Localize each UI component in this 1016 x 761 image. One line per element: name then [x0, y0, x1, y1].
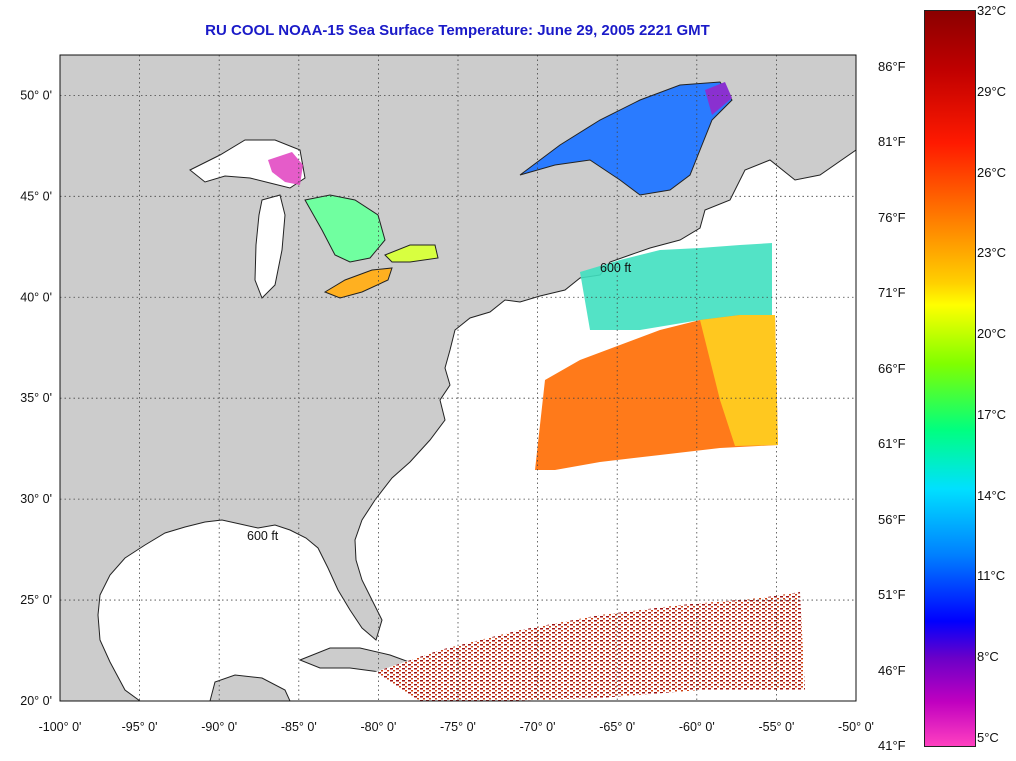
fahrenheit-label: 86°F — [878, 59, 906, 74]
contour-label: 600 ft — [600, 261, 632, 275]
fahrenheit-label: 71°F — [878, 285, 906, 301]
celsius-label: 11°C — [977, 568, 1006, 584]
longitude-tick-label: -95° 0' — [122, 720, 158, 734]
longitude-axis: -100° 0' -95° 0' -90° 0' -85° 0' -80° 0' -75°… — [39, 720, 874, 734]
longitude-tick-label: -50° 0' — [838, 720, 874, 734]
celsius-label: 5°C — [977, 730, 999, 745]
longitude-tick-label: -80° 0' — [360, 720, 396, 734]
celsius-label: 20°C — [977, 326, 1007, 342]
latitude-tick-label: 20° 0' — [20, 694, 52, 708]
sst-swath-south — [375, 592, 805, 701]
celsius-label: 23°C — [977, 245, 1007, 261]
sst-swath-yellow — [700, 315, 778, 446]
lake-huron — [304, 194, 386, 263]
longitude-tick-label: -100° 0' — [39, 720, 82, 734]
longitude-tick-label: -75° 0' — [440, 720, 476, 734]
temperature-colorbar — [924, 10, 976, 747]
celsius-label: 8°C — [977, 649, 999, 665]
fahrenheit-label: 61°F — [878, 436, 906, 452]
lake-ontario — [384, 244, 439, 263]
latitude-tick-label: 40° 0' — [20, 290, 52, 304]
celsius-label: 17°C — [977, 406, 1007, 422]
fahrenheit-label: 46°F — [878, 662, 906, 678]
longitude-tick-label: -55° 0' — [758, 720, 794, 734]
fahrenheit-label: 76°F — [878, 209, 906, 225]
yucatan — [209, 674, 291, 701]
sst-swath-north — [580, 243, 772, 330]
fahrenheit-label: 41°F — [878, 738, 906, 753]
celsius-label: 26°C — [977, 164, 1007, 180]
celsius-label: 32°C — [977, 3, 1007, 18]
fahrenheit-label: 66°F — [878, 360, 906, 376]
lake-michigan — [254, 194, 286, 299]
lake-superior-sst — [268, 152, 303, 185]
gulf-st-lawrence — [519, 81, 733, 196]
fahrenheit-label: 81°F — [878, 134, 906, 150]
longitude-tick-label: -65° 0' — [599, 720, 635, 734]
latitude-tick-label: 30° 0' — [20, 492, 52, 506]
fahrenheit-label: 56°F — [878, 511, 906, 527]
latitude-tick-label: 50° 0' — [20, 88, 52, 102]
latitude-axis: 20° 0' 25° 0' 30° 0' 35° 0' 40° 0' 45° 0' 50° … — [20, 88, 52, 708]
longitude-tick-label: -70° 0' — [520, 720, 556, 734]
latitude-tick-label: 25° 0' — [20, 593, 52, 607]
fahrenheit-label: 51°F — [878, 587, 906, 603]
longitude-tick-label: -85° 0' — [281, 720, 317, 734]
gulf-purple — [705, 82, 732, 115]
map-title: RU COOL NOAA-15 Sea Surface Temperature:… — [205, 22, 710, 39]
contour-label: 600 ft — [247, 529, 279, 543]
latitude-tick-label: 45° 0' — [20, 189, 52, 203]
longitude-tick-label: -60° 0' — [679, 720, 715, 734]
longitude-tick-label: -90° 0' — [201, 720, 237, 734]
celsius-label: 29°C — [977, 83, 1007, 99]
latitude-tick-label: 35° 0' — [20, 391, 52, 405]
celsius-label: 14°C — [977, 487, 1007, 503]
plot-frame — [59, 54, 857, 702]
